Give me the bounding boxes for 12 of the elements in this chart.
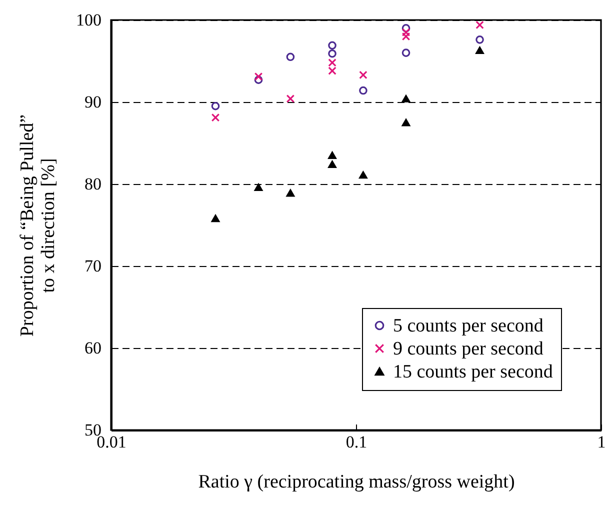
y-tick-label: 100 (76, 10, 102, 30)
y-tick-label: 80 (84, 174, 102, 194)
y-tick-label: 60 (84, 338, 102, 358)
legend-label: 5 counts per second (393, 316, 544, 336)
legend-label: 15 counts per second (393, 362, 554, 382)
y-tick-label: 70 (84, 256, 102, 276)
x-tick-label: 0.1 (346, 432, 368, 452)
y-axis-title: Proportion of “Being Pulled” to x direction [%] (17, 114, 59, 337)
legend-label: 9 counts per second (393, 338, 544, 360)
y-tick-label: 90 (84, 92, 102, 112)
x-axis-title: Ratio γ (reciprocating mass/gross weight) (198, 472, 515, 492)
x-tick-label: 1 (597, 432, 606, 452)
